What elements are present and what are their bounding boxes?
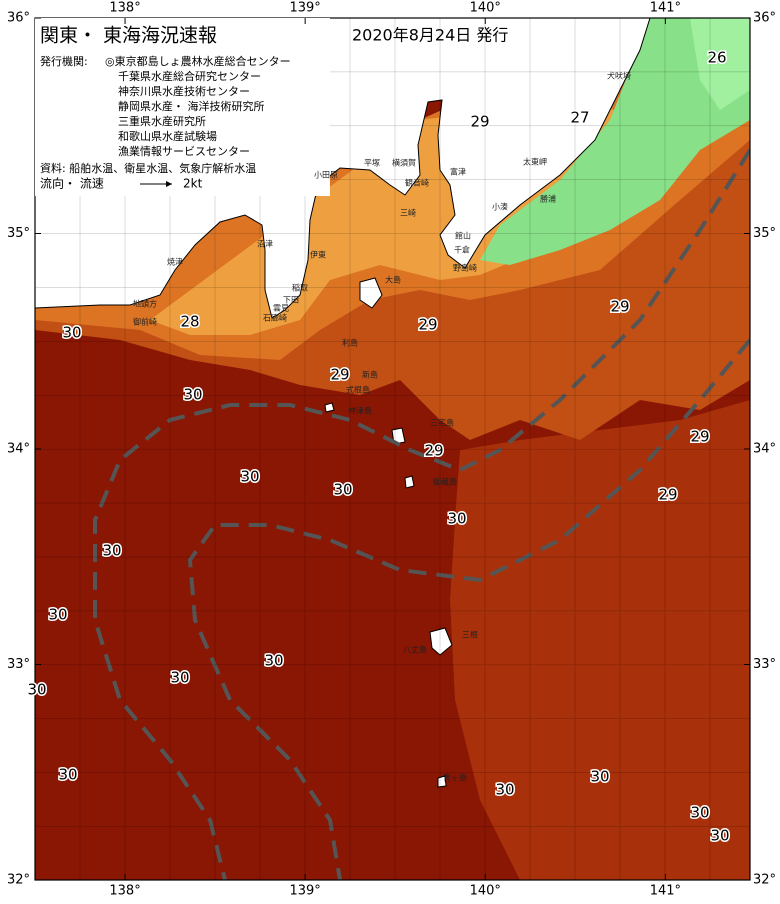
temperature-label: 27 <box>570 109 589 127</box>
place-name: 富津 <box>450 167 466 177</box>
temperature-label: 30 <box>183 386 202 404</box>
place-name: 野島崎 <box>453 263 477 273</box>
temperature-label: 29 <box>470 113 489 131</box>
temperature-label: 26 <box>707 49 726 67</box>
place-name: 八丈島 <box>403 645 427 655</box>
lat-label: 34° <box>7 442 30 457</box>
place-name: 大島 <box>385 275 401 285</box>
place-name: 小田原 <box>314 171 338 180</box>
place-name: 平塚 <box>364 159 380 168</box>
legend-speed: 2kt <box>183 177 203 191</box>
info-box <box>35 18 330 196</box>
place-name: 石廊崎 <box>263 313 287 323</box>
lat-label: 33° <box>7 657 30 672</box>
map-area <box>35 18 750 880</box>
place-name: 御蔵島 <box>433 477 457 487</box>
temperature-label: 29 <box>658 486 677 504</box>
temperature-label: 29 <box>330 366 349 384</box>
place-name: 稲取 <box>292 283 308 293</box>
temperature-label: 30 <box>48 606 67 624</box>
sea-29-5 <box>450 400 750 880</box>
sea-25 <box>690 18 750 110</box>
temperature-label: 28 <box>180 313 199 331</box>
temperature-label: 30 <box>264 652 283 670</box>
place-name: 新島 <box>362 370 378 380</box>
place-name: 利島 <box>342 338 358 348</box>
island <box>359 277 383 309</box>
temperature-label: 30 <box>240 468 259 486</box>
lat-label: 33° <box>753 657 776 672</box>
fine-grid <box>35 18 750 880</box>
place-name: 雲見 <box>273 304 289 313</box>
lat-label: 35° <box>7 226 30 241</box>
place-name: 地頭方 <box>133 299 157 309</box>
place-name: 館山 <box>455 231 471 241</box>
temperature-label: 30 <box>333 481 352 499</box>
temperature-label: 30 <box>495 781 514 799</box>
lon-label: 139° <box>289 1 320 16</box>
sea-26 <box>480 18 750 265</box>
temperature-label: 30 <box>590 768 609 786</box>
place-name: 伊東 <box>310 250 326 260</box>
place-name: 犬吠埼 <box>607 71 631 81</box>
lon-label: 138° <box>109 884 140 899</box>
place-name: 太東岬 <box>523 157 547 167</box>
current-paths <box>93 148 750 880</box>
temperature-label: 30 <box>62 324 81 342</box>
place-name: 三崎 <box>400 208 416 218</box>
temperature-label: 30 <box>27 681 46 699</box>
temperature-label: 30 <box>58 766 77 784</box>
lon-label: 140° <box>470 1 501 16</box>
lon-label: 141° <box>650 884 681 899</box>
place-name: 沼津 <box>257 239 273 249</box>
place-name: 下田 <box>283 296 299 305</box>
islands <box>324 402 453 788</box>
place-name: 三根 <box>462 630 478 640</box>
issuer-label: 発行機関: <box>40 54 88 68</box>
place-name: 千倉 <box>454 245 470 255</box>
place-name: 横須賀 <box>392 158 416 168</box>
sources: 資料: 船舶水温、衛星水温、気象庁解析水温 <box>40 161 256 175</box>
place-name: 三宅島 <box>430 418 454 428</box>
lat-label: 32° <box>7 873 30 888</box>
issuer: 神奈川県水産技術センター <box>118 84 250 98</box>
temperature-label: 30 <box>690 804 709 822</box>
temperature-label: 29 <box>424 442 443 460</box>
lon-label: 141° <box>650 1 681 16</box>
legend-label: 流向・ 流速 <box>40 176 104 191</box>
issuer: 三重県水産研究所 <box>118 114 206 128</box>
temperature-label: 30 <box>170 669 189 687</box>
issuer: 静岡県水産・ 海洋技術研究所 <box>118 99 265 113</box>
temperature-label: 29 <box>690 428 709 446</box>
lat-label: 34° <box>753 442 776 457</box>
place-name: 御前崎 <box>133 317 157 327</box>
place-name: 小湊 <box>492 202 508 212</box>
issuer: 漁業情報サービスセンター <box>118 144 250 158</box>
place-name: 観音崎 <box>405 178 429 188</box>
lon-label: 140° <box>470 884 501 899</box>
temperature-label: 30 <box>102 542 121 560</box>
lat-label: 32° <box>753 873 776 888</box>
lon-label: 138° <box>109 1 140 16</box>
lon-label: 139° <box>289 884 320 899</box>
issuer: 千葉県水産総合研究センター <box>118 69 261 83</box>
place-name: 勝浦 <box>540 194 556 204</box>
legend-arrow-head <box>166 181 172 187</box>
issuer: 和歌山県水産試験場 <box>118 129 217 143</box>
place-name: 神津島 <box>348 406 372 416</box>
issue-date: 2020年8月24日 発行 <box>352 26 508 45</box>
lat-label: 35° <box>753 226 776 241</box>
temperature-label: 29 <box>610 298 629 316</box>
lat-label: 36° <box>753 11 776 26</box>
temperature-label: 30 <box>710 827 729 845</box>
temperature-label: 30 <box>447 510 466 528</box>
lat-label: 36° <box>7 11 30 26</box>
temperature-label: 29 <box>418 316 437 334</box>
place-name: 式根島 <box>346 385 370 395</box>
title: 関東・ 東海海況速報 <box>40 25 217 47</box>
place-name: 青ヶ島 <box>443 773 467 783</box>
issuer: ◎東京都島しょ農林水産総合センター <box>105 54 291 68</box>
place-name: 焼津 <box>167 257 183 267</box>
